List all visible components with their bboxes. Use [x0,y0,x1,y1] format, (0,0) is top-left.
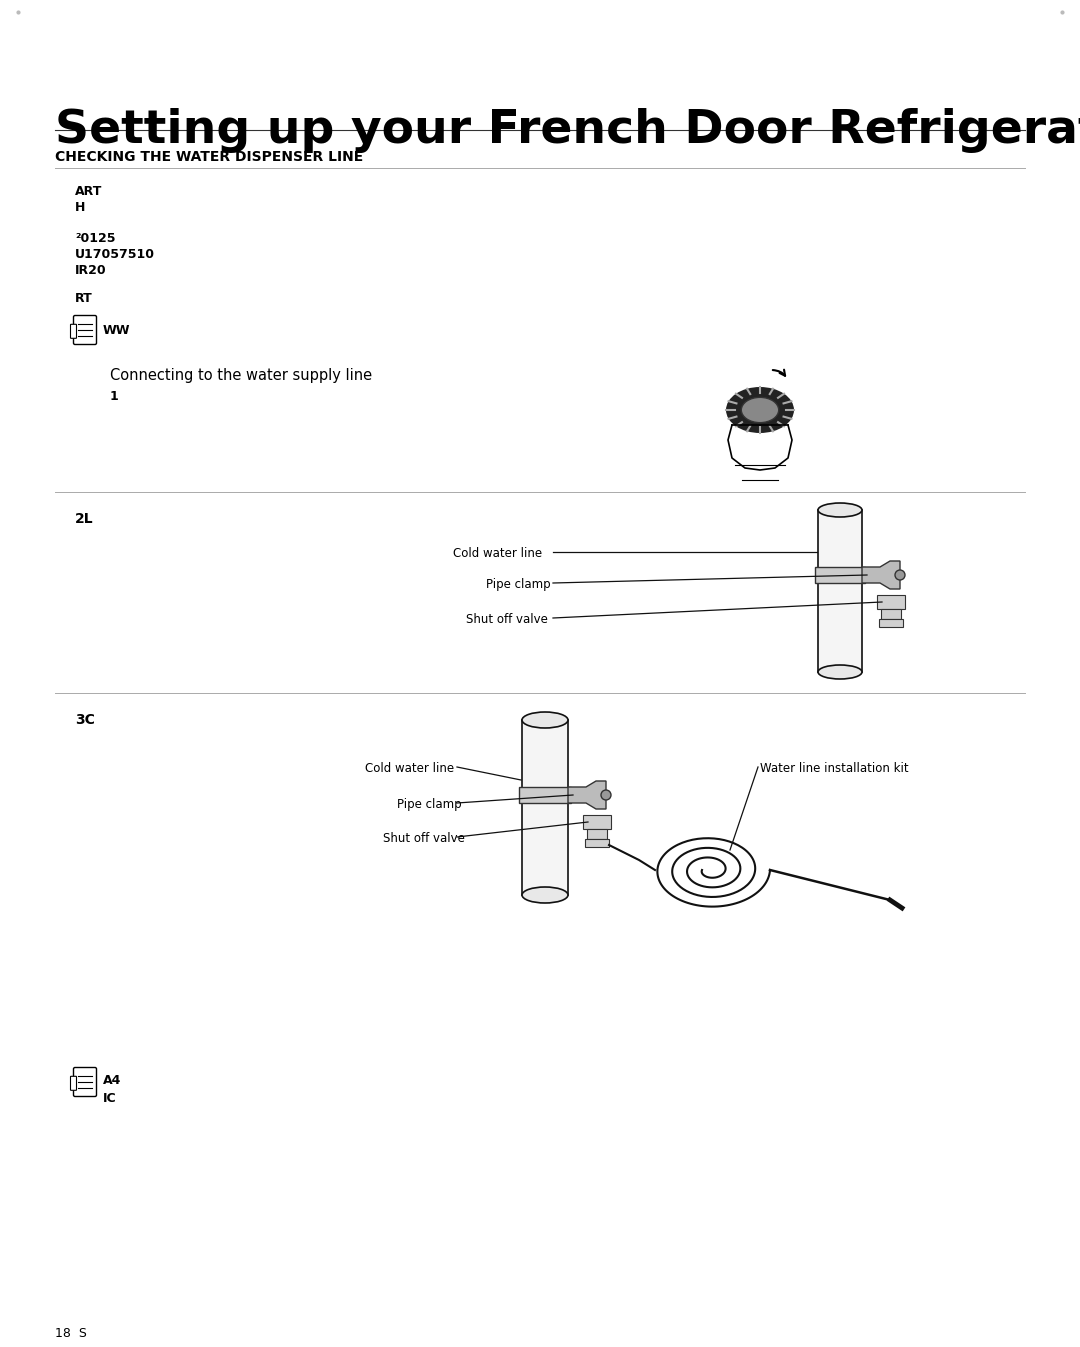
Bar [522,721,568,894]
Text: Pipe clamp: Pipe clamp [486,578,551,591]
Text: Cold water line: Cold water line [365,762,454,775]
Ellipse shape [818,502,862,517]
Text: Water line installation kit: Water line installation kit [760,762,908,775]
Bar [879,620,903,626]
Text: 2L: 2L [75,512,94,525]
Text: WW: WW [103,325,131,337]
Text: IR20: IR20 [75,264,107,277]
Text: Cold water line: Cold water line [453,547,542,560]
Text: CHECKING THE WATER DISPENSER LINE: CHECKING THE WATER DISPENSER LINE [55,150,363,164]
Ellipse shape [522,713,568,727]
Bar [585,839,609,847]
Text: ²0125: ²0125 [75,232,116,245]
Text: Connecting to the water supply line: Connecting to the water supply line [110,368,373,383]
Bar [818,511,862,672]
Text: Shut off valve: Shut off valve [383,832,464,845]
FancyBboxPatch shape [70,325,77,338]
Text: 1: 1 [110,391,119,403]
Bar [519,787,571,803]
Text: 3C: 3C [75,713,95,727]
Text: H: H [75,201,85,214]
Ellipse shape [895,570,905,581]
Text: IC: IC [103,1092,117,1105]
Text: ART: ART [75,185,103,198]
Ellipse shape [741,397,779,423]
Text: Shut off valve: Shut off valve [465,613,548,626]
Text: 18  S: 18 S [55,1327,86,1340]
Text: Pipe clamp: Pipe clamp [397,797,461,811]
Bar [583,815,611,828]
Bar [588,828,607,839]
Bar [815,567,865,583]
Bar [877,595,905,609]
Text: U17057510: U17057510 [75,248,156,261]
Ellipse shape [726,387,794,432]
FancyBboxPatch shape [70,1076,77,1090]
Ellipse shape [522,888,568,902]
Text: A4: A4 [103,1074,121,1087]
Bar [881,609,901,620]
Polygon shape [568,781,606,810]
Polygon shape [862,560,900,589]
Ellipse shape [818,665,862,679]
Ellipse shape [600,789,611,800]
Text: RT: RT [75,292,93,304]
Text: Setting up your French Door Refrigerator: Setting up your French Door Refrigerator [55,108,1080,154]
